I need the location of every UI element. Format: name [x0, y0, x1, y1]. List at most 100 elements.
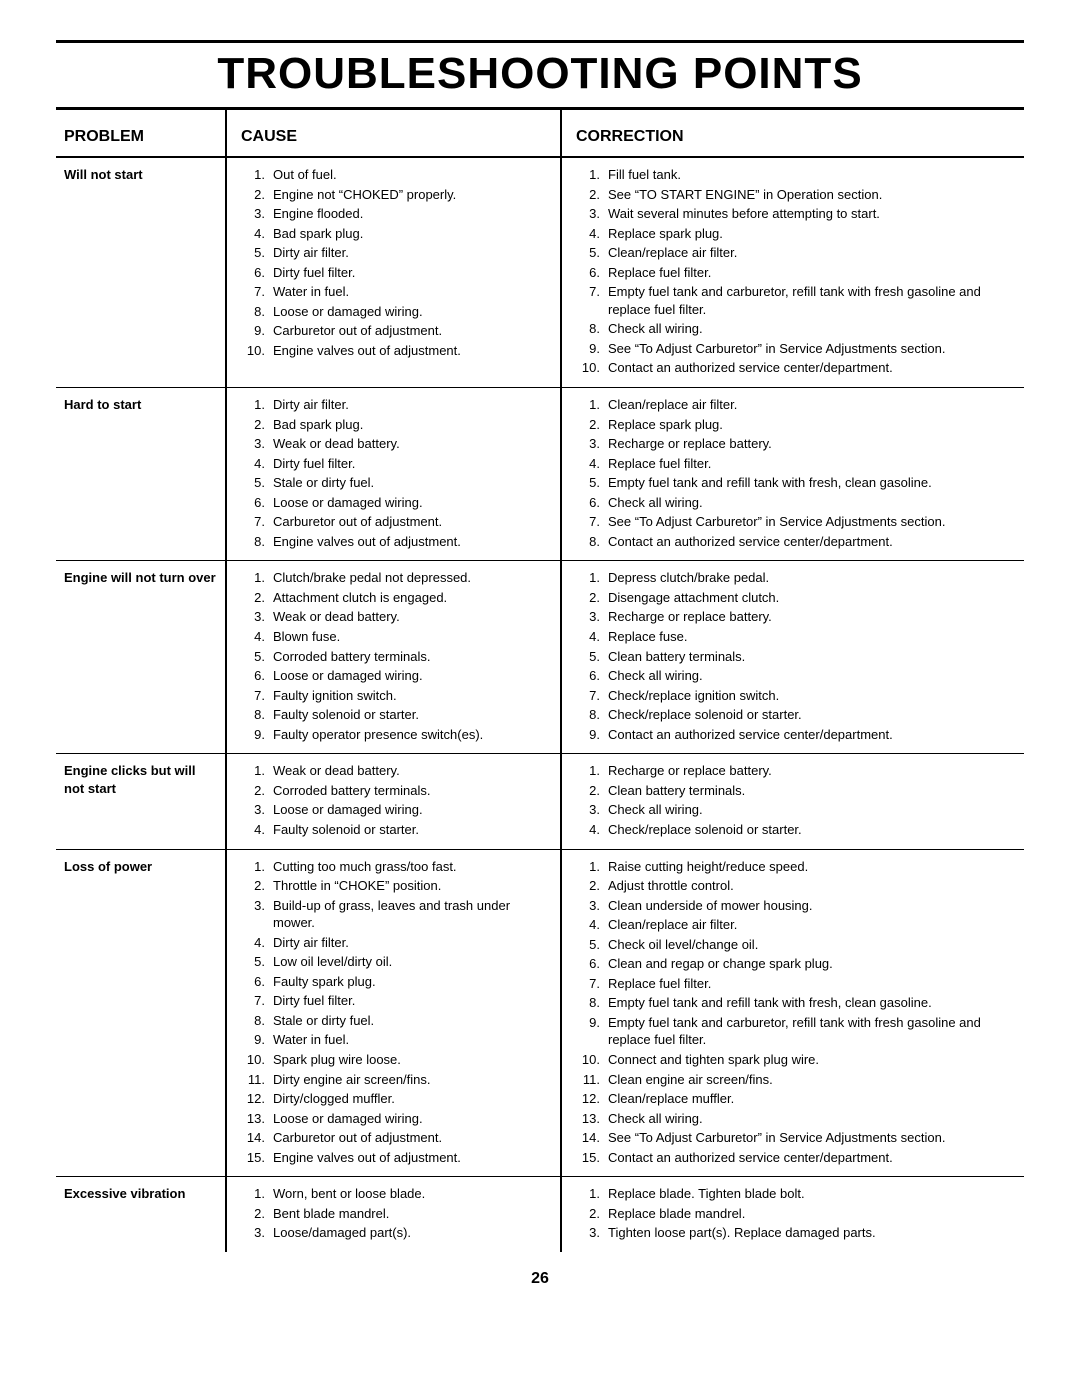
cause-item: Stale or dirty fuel. — [269, 474, 554, 492]
correction-item: Clean battery terminals. — [604, 648, 1018, 666]
cause-item: Faulty operator presence switch(es). — [269, 726, 554, 744]
correction-item: Contact an authorized service center/dep… — [604, 726, 1018, 744]
correction-item: Check/replace solenoid or starter. — [604, 821, 1018, 839]
cause-item: Loose or damaged wiring. — [269, 667, 554, 685]
cause-item: Out of fuel. — [269, 166, 554, 184]
cause-list: Weak or dead battery.Corroded battery te… — [235, 762, 554, 838]
problem-cell: Will not start — [56, 157, 226, 388]
correction-item: Check oil level/change oil. — [604, 936, 1018, 954]
cause-item: Engine not “CHOKED” properly. — [269, 186, 554, 204]
table-row: Engine clicks but will not startWeak or … — [56, 754, 1024, 849]
correction-item: Clean battery terminals. — [604, 782, 1018, 800]
cause-item: Water in fuel. — [269, 1031, 554, 1049]
correction-item: Empty fuel tank and carburetor, refill t… — [604, 1014, 1018, 1049]
table-row: Will not start Out of fuel. Engine not “CH… — [56, 157, 1024, 388]
correction-item: See “To Adjust Carburetor” in Service Ad… — [604, 513, 1018, 531]
correction-item: Fill fuel tank. — [604, 166, 1018, 184]
cause-item: Attachment clutch is engaged. — [269, 589, 554, 607]
cause-list: Dirty air filter. Bad spark plug.Weak or … — [235, 396, 554, 550]
correction-item: See “TO START ENGINE” in Operation secti… — [604, 186, 1018, 204]
correction-item: Contact an authorized service center/dep… — [604, 359, 1018, 377]
cause-item: Dirty fuel filter. — [269, 264, 554, 282]
cause-item: Throttle in “CHOKE” position. — [269, 877, 554, 895]
cause-item: Carburetor out of adjustment. — [269, 513, 554, 531]
correction-item: See “To Adjust Carburetor” in Service Ad… — [604, 340, 1018, 358]
correction-item: Check all wiring. — [604, 494, 1018, 512]
cause-item: Clutch/brake pedal not depressed. — [269, 569, 554, 587]
cause-item: Spark plug wire loose. — [269, 1051, 554, 1069]
correction-cell: Clean/replace air filter. Replace spark p… — [561, 388, 1024, 561]
correction-item: Check all wiring. — [604, 667, 1018, 685]
cause-item: Dirty air filter. — [269, 396, 554, 414]
correction-item: Empty fuel tank and refill tank with fre… — [604, 474, 1018, 492]
correction-item: Replace fuel filter. — [604, 975, 1018, 993]
cause-item: Corroded battery terminals. — [269, 648, 554, 666]
cause-cell: Clutch/brake pedal not depressed. Attachm… — [226, 561, 561, 754]
correction-cell: Recharge or replace battery.Clean batter… — [561, 754, 1024, 849]
problem-cell: Engine clicks but will not start — [56, 754, 226, 849]
table-row: Hard to start Dirty air filter. Bad spark … — [56, 388, 1024, 561]
cause-item: Stale or dirty fuel. — [269, 1012, 554, 1030]
correction-item: Clean/replace air filter. — [604, 244, 1018, 262]
correction-item: Contact an authorized service center/dep… — [604, 1149, 1018, 1167]
correction-item: Clean engine air screen/fins. — [604, 1071, 1018, 1089]
correction-item: Wait several minutes before attempting t… — [604, 205, 1018, 223]
correction-item: Clean/replace air filter. — [604, 916, 1018, 934]
cause-item: Dirty/clogged muffler. — [269, 1090, 554, 1108]
correction-item: Tighten loose part(s). Replace damaged p… — [604, 1224, 1018, 1242]
title-container: TROUBLESHOOTING POINTS — [56, 40, 1024, 110]
header-correction: CORRECTION — [561, 110, 1024, 157]
cause-cell: Cutting too much grass/too fast.Throttle… — [226, 849, 561, 1177]
cause-item: Faulty solenoid or starter. — [269, 706, 554, 724]
correction-item: Connect and tighten spark plug wire. — [604, 1051, 1018, 1069]
problem-cell: Loss of power — [56, 849, 226, 1177]
correction-item: See “To Adjust Carburetor” in Service Ad… — [604, 1129, 1018, 1147]
cause-item: Weak or dead battery. — [269, 762, 554, 780]
correction-list: Replace blade. Tighten blade bolt.Replac… — [570, 1185, 1018, 1242]
cause-item: Water in fuel. — [269, 283, 554, 301]
correction-item: Clean/replace air filter. — [604, 396, 1018, 414]
correction-list: Clean/replace air filter. Replace spark p… — [570, 396, 1018, 550]
cause-item: Carburetor out of adjustment. — [269, 322, 554, 340]
table-row: Engine will not turn overClutch/brake pe… — [56, 561, 1024, 754]
cause-item: Loose or damaged wiring. — [269, 303, 554, 321]
cause-item: Loose or damaged wiring. — [269, 494, 554, 512]
cause-item: Faulty solenoid or starter. — [269, 821, 554, 839]
cause-item: Weak or dead battery. — [269, 435, 554, 453]
cause-cell: Weak or dead battery.Corroded battery te… — [226, 754, 561, 849]
correction-item: Check all wiring. — [604, 320, 1018, 338]
correction-item: Adjust throttle control. — [604, 877, 1018, 895]
correction-item: Disengage attachment clutch. — [604, 589, 1018, 607]
table-row: Excessive vibrationWorn, bent or loose b… — [56, 1177, 1024, 1252]
correction-item: Recharge or replace battery. — [604, 608, 1018, 626]
correction-item: Check/replace solenoid or starter. — [604, 706, 1018, 724]
correction-item: Depress clutch/brake pedal. — [604, 569, 1018, 587]
correction-item: Recharge or replace battery. — [604, 435, 1018, 453]
correction-item: Replace spark plug. — [604, 416, 1018, 434]
header-cause: CAUSE — [226, 110, 561, 157]
correction-list: Recharge or replace battery.Clean batter… — [570, 762, 1018, 838]
correction-item: Check all wiring. — [604, 801, 1018, 819]
problem-cell: Hard to start — [56, 388, 226, 561]
cause-item: Dirty engine air screen/fins. — [269, 1071, 554, 1089]
correction-item: Replace blade mandrel. — [604, 1205, 1018, 1223]
correction-item: Empty fuel tank and refill tank with fre… — [604, 994, 1018, 1012]
correction-item: Replace spark plug. — [604, 225, 1018, 243]
cause-item: Dirty fuel filter. — [269, 455, 554, 473]
correction-item: Replace fuel filter. — [604, 455, 1018, 473]
cause-item: Bad spark plug. — [269, 416, 554, 434]
cause-item: Weak or dead battery. — [269, 608, 554, 626]
cause-item: Engine flooded. — [269, 205, 554, 223]
correction-item: Empty fuel tank and carburetor, refill t… — [604, 283, 1018, 318]
problem-cell: Engine will not turn over — [56, 561, 226, 754]
cause-cell: Worn, bent or loose blade.Bent blade man… — [226, 1177, 561, 1252]
correction-cell: Depress clutch/brake pedal. Disengage att… — [561, 561, 1024, 754]
cause-item: Faulty spark plug. — [269, 973, 554, 991]
correction-item: Check/replace ignition switch. — [604, 687, 1018, 705]
cause-cell: Dirty air filter. Bad spark plug.Weak or … — [226, 388, 561, 561]
cause-item: Loose or damaged wiring. — [269, 1110, 554, 1128]
page-title: TROUBLESHOOTING POINTS — [56, 49, 1024, 99]
cause-item: Bent blade mandrel. — [269, 1205, 554, 1223]
correction-item: Replace fuel filter. — [604, 264, 1018, 282]
correction-item: Check all wiring. — [604, 1110, 1018, 1128]
